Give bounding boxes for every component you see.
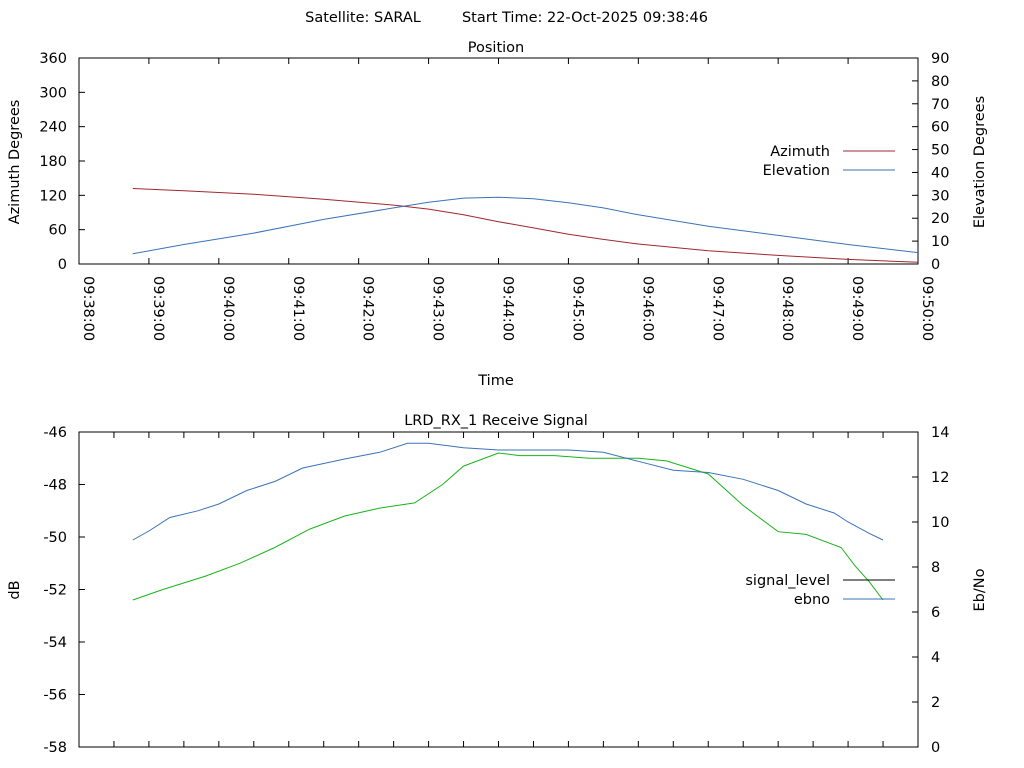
y2-tick-label: 4 (931, 650, 940, 666)
position-plot-frame (78, 57, 919, 265)
y2-tick-label: 2 (931, 695, 940, 711)
y-tick-label: -58 (43, 740, 67, 756)
y-tick-label: 180 (39, 154, 67, 170)
position-legend: Azimuth Elevation (763, 144, 895, 179)
x-tick-label: 09:38:00 (80, 276, 96, 341)
elevation-axis-label: Elevation Degrees (972, 96, 988, 228)
y-tick-label: 120 (39, 188, 67, 204)
y-tick-label: -50 (43, 530, 67, 546)
x-tick-label: 09:44:00 (500, 276, 516, 341)
position-chart: Position Time Azimuth Degrees Elevation … (7, 40, 988, 389)
y2-tick-label: 12 (931, 470, 949, 486)
ebno-axis-label: Eb/No (972, 568, 988, 611)
series-line-ebno (132, 442, 884, 541)
y2-tick-label: 80 (931, 74, 949, 90)
y2-tick-label: 70 (931, 97, 949, 113)
y2-tick-label: 14 (931, 425, 949, 441)
start-time-label: Start Time: 22-Oct-2025 09:38:46 (462, 10, 708, 26)
y-tick-label: -48 (43, 478, 67, 494)
x-tick-label: 09:46:00 (639, 276, 655, 341)
satellite-label: Satellite: SARAL (305, 10, 421, 26)
x-tick-label: 09:50:00 (919, 276, 935, 341)
y2-tick-label: 60 (931, 120, 949, 136)
x-tick-label: 09:43:00 (430, 276, 446, 341)
y2-tick-label: 30 (931, 188, 949, 204)
y2-tick-label: 10 (931, 234, 949, 250)
y-tick-label: 0 (58, 257, 67, 273)
series-line-signal-level (132, 452, 884, 601)
x-tick-label: 09:45:00 (569, 276, 585, 341)
x-tick-label: 09:48:00 (779, 276, 795, 341)
y-tick-label: 60 (49, 223, 67, 239)
y-tick-label: 300 (39, 85, 67, 101)
position-x-axis-label: Time (477, 373, 514, 389)
receive-chart-title: LRD_RX_1 Receive Signal (404, 413, 588, 429)
legend-label-ebno: ebno (794, 592, 830, 608)
azimuth-axis-label: Azimuth Degrees (7, 100, 23, 225)
x-tick-label: 09:47:00 (709, 276, 725, 341)
position-chart-title: Position (468, 40, 524, 56)
x-tick-label: 09:49:00 (849, 276, 865, 341)
y2-tick-label: 20 (931, 211, 949, 227)
y2-tick-label: 50 (931, 143, 949, 159)
series-line-elevation (132, 196, 919, 255)
y-tick-label: -52 (43, 583, 67, 599)
legend-label-signal-level: signal_level (745, 573, 830, 589)
x-tick-label: 09:42:00 (360, 276, 376, 341)
y2-tick-label: 40 (931, 165, 949, 181)
legend-label-azimuth: Azimuth (770, 144, 830, 160)
y-tick-label: -46 (43, 425, 67, 441)
y2-tick-label: 90 (931, 51, 949, 67)
receive-plot-frame (78, 431, 919, 748)
x-tick-label: 09:40:00 (220, 276, 236, 341)
db-axis-label: dB (7, 580, 23, 599)
y2-tick-label: 6 (931, 605, 940, 621)
y-tick-label: -54 (43, 635, 67, 651)
x-tick-label: 09:41:00 (290, 276, 306, 341)
receive-legend: signal_level ebno (745, 573, 895, 608)
y2-tick-label: 8 (931, 560, 940, 576)
x-tick-label: 09:39:00 (150, 276, 166, 341)
y2-tick-label: 0 (931, 257, 940, 273)
legend-label-elevation: Elevation (763, 163, 830, 179)
y-tick-label: -56 (43, 688, 67, 704)
y2-tick-label: 10 (931, 515, 949, 531)
y-tick-label: 240 (39, 120, 67, 136)
y2-tick-label: 0 (931, 740, 940, 756)
series-line-azimuth (132, 188, 919, 263)
receive-signal-chart: LRD_RX_1 Receive Signal dB Eb/No -58 -56 -… (7, 413, 988, 756)
y-tick-label: 360 (39, 51, 67, 67)
